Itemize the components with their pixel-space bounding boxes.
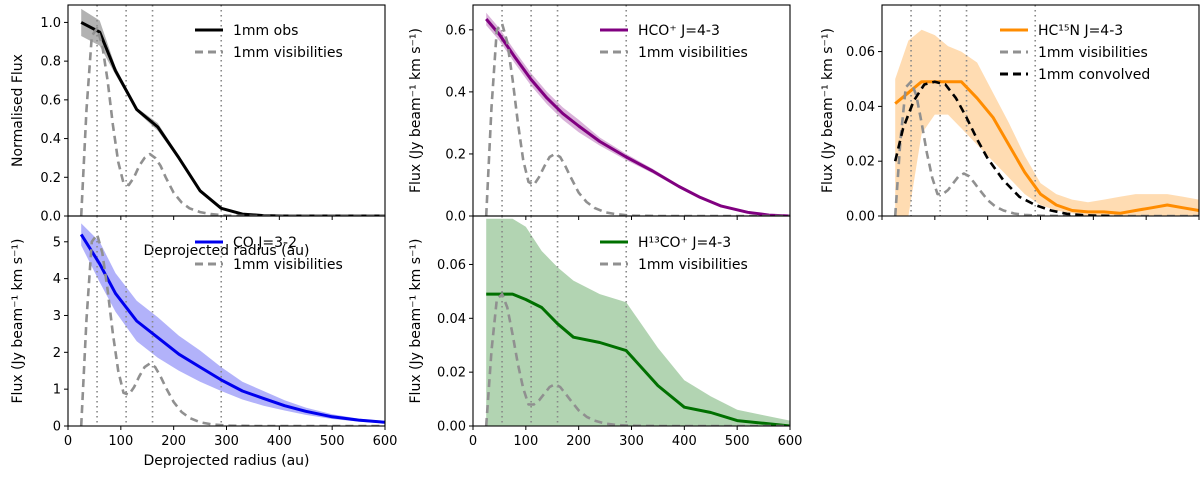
- y-tick-label: 1: [53, 383, 61, 398]
- y-tick-label: 0.02: [437, 366, 466, 381]
- panel-co: 0 1 2 3 4 5 0 100 200 300 400 500 600 Deprojected rad…: [10, 215, 398, 469]
- y-axis-label: Flux (Jy beam⁻¹ km s⁻¹): [408, 28, 424, 193]
- x-axis-label: Deprojected radius (au): [143, 243, 309, 259]
- y-tick-label: 0.06: [846, 45, 875, 60]
- x-tick-label: 500: [725, 434, 750, 449]
- x-tick-label: 300: [619, 434, 644, 449]
- series-line: [485, 18, 790, 216]
- y-tick-label: 0.02: [846, 155, 875, 170]
- y-tick-label: 0.6: [445, 23, 466, 38]
- x-tick-label: 300: [214, 434, 239, 449]
- legend-label: HC¹⁵N J=4-3: [1038, 23, 1123, 39]
- legend-label: 1mm visibilities: [638, 257, 748, 273]
- y-tick-label: 0.0: [40, 210, 61, 225]
- y-axis-label: Flux (Jy beam⁻¹ km s⁻¹): [10, 239, 26, 404]
- y-tick-label: 0: [53, 420, 61, 435]
- series-line: [79, 233, 385, 426]
- y-tick-label: 0.04: [846, 100, 875, 115]
- x-tick-label: 0: [64, 434, 72, 449]
- uncertainty-band: [81, 8, 385, 216]
- legend-label: HCO⁺ J=4-3: [638, 23, 720, 39]
- x-tick-label: 400: [267, 434, 292, 449]
- series-line: [79, 233, 385, 424]
- legend-label: 1mm visibilities: [233, 45, 343, 61]
- legend-label: 1mm visibilities: [1038, 45, 1148, 61]
- axes-frame: [67, 4, 386, 217]
- x-tick-label: 500: [320, 434, 345, 449]
- legend-label: 1mm visibilities: [233, 257, 343, 273]
- series-line: [893, 80, 1115, 216]
- y-tick-label: 0.00: [846, 210, 875, 225]
- legend-label: 1mm visibilities: [638, 45, 748, 61]
- y-tick-label: 2: [53, 346, 61, 361]
- y-tick-label: 1.0: [40, 16, 61, 31]
- x-tick-label: 600: [778, 434, 803, 449]
- y-tick-label: 0.2: [445, 147, 466, 162]
- x-axis-label: Deprojected radius (au): [143, 453, 309, 469]
- y-axis-label: Flux (Jy beam⁻¹ km s⁻¹): [820, 28, 836, 193]
- series-line: [893, 80, 1199, 216]
- x-tick-label: 600: [373, 434, 398, 449]
- panel-obs: 0.0 0.2 0.4 0.6 0.8 1.0 Deprojected radius (au…: [10, 4, 386, 259]
- plot-area: [484, 216, 790, 426]
- y-tick-label: 0.2: [40, 171, 61, 186]
- legend-label: CO J=3-2: [233, 235, 297, 251]
- plot-area: [79, 216, 385, 426]
- y-tick-label: 5: [53, 235, 61, 250]
- x-tick-label: 0: [469, 434, 477, 449]
- legend-label: H¹³CO⁺ J=4-3: [638, 235, 731, 251]
- y-tick-label: 0.8: [40, 55, 61, 70]
- y-axis-label: Normalised Flux: [10, 54, 26, 167]
- uncertainty-band: [895, 29, 1199, 216]
- series-line: [484, 292, 790, 426]
- x-tick-label: 400: [672, 434, 697, 449]
- y-tick-label: 0.4: [40, 132, 61, 147]
- x-tick-label: 200: [161, 434, 186, 449]
- legend-label: 1mm convolved: [1038, 67, 1150, 83]
- y-tick-label: 0.06: [437, 258, 466, 273]
- panel-hc15n: 0.00 0.02 0.04 0.06 Flux (Jy beam⁻¹ km s⁻¹) H…: [820, 4, 1200, 225]
- x-tick-label: 100: [513, 434, 538, 449]
- panel-h13co: 0.00 0.02 0.04 0.06 0 100 200 300 400 500 600 Flux …: [408, 215, 803, 449]
- axes-frame: [472, 4, 791, 217]
- panel-hco: 0.0 0.2 0.4 0.6 Flux (Jy beam⁻¹ km s⁻¹) HCO⁺ …: [408, 4, 791, 225]
- y-tick-label: 0.00: [437, 420, 466, 435]
- plot-area: [893, 5, 1199, 216]
- series-line: [79, 26, 385, 216]
- plot-area: [79, 5, 385, 216]
- y-tick-label: 0.6: [40, 93, 61, 108]
- uncertainty-band: [486, 218, 790, 426]
- series-line: [80, 21, 385, 216]
- y-tick-label: 0.4: [445, 85, 466, 100]
- y-axis-label: Flux (Jy beam⁻¹ km s⁻¹): [408, 239, 424, 404]
- y-tick-label: 0.04: [437, 312, 466, 327]
- x-tick-label: 100: [108, 434, 133, 449]
- series-line: [486, 292, 790, 426]
- y-tick-label: 4: [53, 272, 61, 287]
- y-tick-label: 0.0: [445, 210, 466, 225]
- legend-label: 1mm obs: [233, 23, 298, 39]
- series-line: [484, 22, 790, 216]
- plot-area: [484, 5, 790, 216]
- x-tick-label: 200: [566, 434, 591, 449]
- y-tick-label: 3: [53, 309, 61, 324]
